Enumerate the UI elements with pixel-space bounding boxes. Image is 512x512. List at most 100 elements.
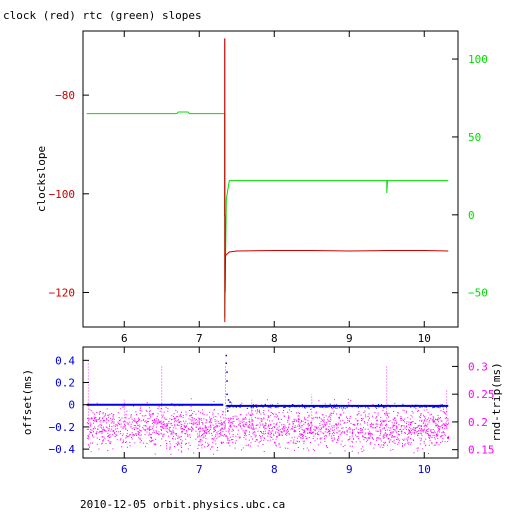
rnd-trip-point	[400, 425, 402, 427]
rnd-trip-point	[159, 410, 161, 412]
rnd-trip-point	[413, 433, 415, 435]
rnd-trip-point	[87, 422, 89, 424]
rnd-trip-point	[445, 422, 447, 424]
rnd-trip-point	[212, 414, 214, 416]
offset-point	[410, 406, 412, 408]
rnd-trip-point	[251, 424, 253, 426]
offset-point	[312, 405, 314, 407]
rnd-trip-point	[125, 435, 127, 437]
rnd-trip-point	[230, 426, 232, 428]
rnd-trip-point	[378, 430, 380, 432]
rnd-trip-point	[195, 426, 197, 428]
rnd-trip-point	[137, 427, 139, 429]
rnd-trip-point	[365, 432, 367, 434]
rnd-trip-point	[255, 404, 257, 405]
rnd-trip-point	[337, 427, 339, 429]
rnd-trip-point	[259, 431, 261, 432]
rnd-trip-point	[152, 432, 154, 434]
rnd-trip-point	[368, 437, 370, 439]
rnd-trip-point	[202, 412, 204, 414]
rnd-trip-point	[330, 412, 332, 414]
rnd-trip-point	[167, 408, 169, 410]
rnd-trip-point	[167, 423, 168, 425]
offset-point	[260, 405, 262, 407]
rnd-trip-point	[424, 423, 426, 425]
offset-point	[415, 404, 417, 406]
rnd-trip-point	[346, 417, 348, 419]
rnd-trip-point	[308, 415, 310, 417]
rnd-trip-point	[348, 421, 350, 423]
rnd-trip-point	[447, 436, 449, 437]
rnd-trip-point	[344, 450, 346, 452]
offset-point	[312, 406, 314, 408]
rnd-trip-point	[396, 427, 398, 429]
rnd-trip-point	[281, 427, 283, 429]
rnd-trip-point	[180, 428, 182, 430]
rnd-trip-point	[128, 435, 130, 437]
rnd-trip-point	[134, 421, 136, 422]
rnd-trip-point	[352, 429, 354, 431]
rnd-trip-point	[235, 442, 236, 444]
rnd-trip-point	[432, 418, 434, 420]
rnd-trip-point	[169, 418, 171, 420]
rnd-trip-point	[405, 426, 407, 428]
rnd-trip-point	[191, 423, 193, 424]
rnd-trip-point	[126, 436, 128, 438]
rnd-trip-point	[307, 420, 309, 422]
rnd-trip-point	[86, 422, 88, 424]
rnd-trip-point	[185, 425, 187, 427]
rnd-trip-point	[429, 414, 431, 416]
offset-point	[436, 406, 438, 408]
offset-point	[252, 404, 254, 406]
rnd-trip-point	[343, 431, 345, 433]
rnd-trip-point	[292, 442, 294, 444]
rnd-trip-point	[242, 417, 244, 419]
y-left-tick-label: 0.2	[55, 377, 75, 390]
rnd-trip-point	[420, 432, 422, 434]
offset-point	[302, 405, 304, 407]
rnd-trip-point	[167, 435, 169, 437]
rnd-trip-point	[171, 402, 173, 404]
rnd-trip-point	[265, 422, 267, 424]
rnd-trip-point	[100, 423, 102, 425]
rnd-trip-point	[170, 453, 172, 455]
rnd-trip-point	[220, 424, 222, 426]
rnd-trip-point	[177, 441, 179, 443]
offset-point	[288, 406, 290, 408]
rnd-trip-point	[331, 437, 333, 439]
rnd-trip-point	[412, 421, 414, 422]
rnd-trip-point	[243, 425, 245, 427]
rnd-trip-point	[401, 432, 403, 434]
rnd-trip-point	[402, 443, 403, 444]
rnd-trip-point	[159, 422, 161, 423]
rnd-trip-point	[187, 448, 189, 450]
rnd-trip-point	[205, 422, 207, 424]
rnd-trip-point	[288, 432, 290, 434]
rnd-trip-point	[219, 416, 221, 418]
rnd-trip-point	[197, 436, 199, 438]
rnd-trip-point	[267, 426, 269, 428]
offset-point	[357, 405, 358, 407]
rnd-trip-point	[349, 416, 351, 417]
rnd-trip-point	[434, 421, 436, 423]
rnd-trip-point	[282, 426, 284, 428]
rnd-trip-point	[377, 412, 379, 414]
rnd-trip-point	[233, 418, 234, 420]
rnd-trip-point	[203, 436, 205, 438]
rnd-trip-point	[400, 415, 402, 417]
offset-point	[303, 406, 305, 407]
y-right-tick-label: 0.2	[468, 416, 488, 429]
offset-point	[298, 404, 300, 406]
rnd-trip-point	[96, 402, 98, 404]
rnd-trip-point	[358, 438, 360, 440]
rnd-trip-point	[440, 426, 442, 428]
rnd-trip-point	[200, 418, 202, 419]
rnd-trip-point	[444, 433, 446, 435]
y-right-tick-label: 0.3	[468, 360, 488, 373]
rnd-trip-point	[185, 438, 187, 440]
rnd-trip-point	[267, 432, 269, 434]
rnd-trip-point	[288, 409, 290, 411]
offset-point	[252, 405, 254, 407]
rnd-trip-point	[390, 439, 392, 441]
rnd-trip-point	[177, 421, 179, 423]
